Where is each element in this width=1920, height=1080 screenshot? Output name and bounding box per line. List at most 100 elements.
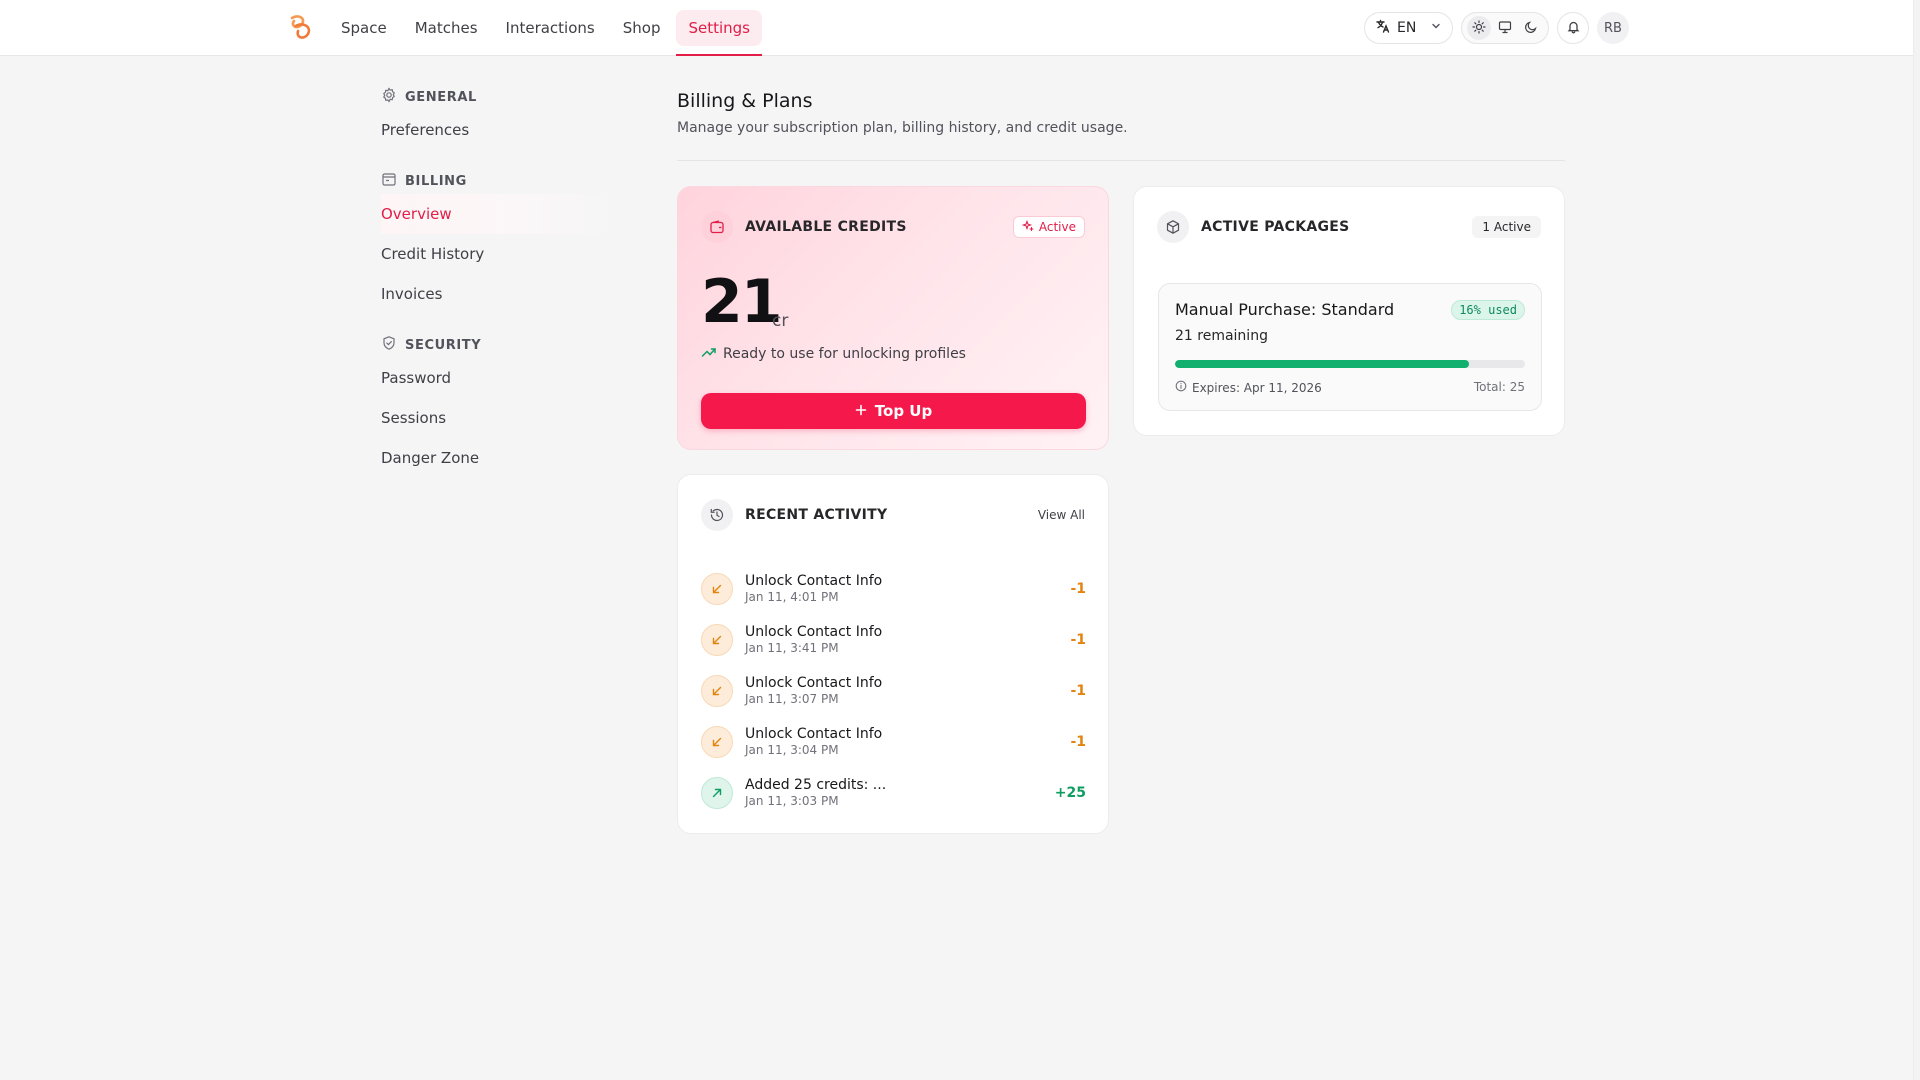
moon-icon: [1524, 19, 1538, 38]
plus-icon: [855, 402, 867, 420]
package-expiry-text: Expires: Apr 11, 2026: [1192, 380, 1322, 395]
activity-row[interactable]: Added 25 credits: ... Jan 11, 3:03 PM +2…: [701, 767, 1086, 818]
system-mode-button[interactable]: [1493, 16, 1517, 40]
app-logo-icon[interactable]: [284, 12, 316, 44]
activity-text: Added 25 credits: ... Jan 11, 3:03 PM: [745, 776, 886, 809]
activity-time: Jan 11, 3:04 PM: [745, 743, 839, 757]
credits-title: AVAILABLE CREDITS: [745, 219, 907, 235]
activity-amount: -1: [1070, 733, 1086, 750]
notifications-button[interactable]: [1557, 12, 1589, 44]
activity-amount: -1: [1070, 631, 1086, 648]
sidebar-group-security: SECURITY: [381, 332, 621, 358]
package-icon: [1157, 211, 1189, 243]
nav-active-indicator: [676, 54, 762, 56]
theme-switcher: [1461, 12, 1549, 44]
package-progress-fill: [1175, 360, 1469, 368]
sidebar-item-credit-history[interactable]: Credit History: [381, 245, 485, 263]
top-up-button[interactable]: Top Up: [701, 393, 1086, 429]
trending-up-icon: [701, 345, 717, 363]
activity-title-text: Added 25 credits: ...: [745, 777, 887, 793]
activity-row[interactable]: Unlock Contact Info Jan 11, 4:01 PM -1: [701, 563, 1086, 614]
chevron-down-icon: [1430, 20, 1442, 36]
package-total: Total: 25: [1473, 380, 1525, 394]
dark-mode-button[interactable]: [1519, 16, 1543, 40]
sidebar-group-label: BILLING: [405, 173, 467, 189]
package-remaining: 21 remaining: [1175, 328, 1268, 344]
activity-row[interactable]: Unlock Contact Info Jan 11, 3:07 PM -1: [701, 665, 1086, 716]
billing-main: Billing & Plans Manage your subscription…: [677, 90, 1565, 834]
language-select[interactable]: EN: [1364, 12, 1453, 44]
page-title: Billing & Plans: [677, 90, 813, 112]
nav-settings[interactable]: Settings: [676, 10, 762, 56]
sidebar-group-general: GENERAL: [381, 84, 621, 110]
package-progress-bar: [1175, 360, 1525, 368]
nav-interactions[interactable]: Interactions: [505, 19, 595, 37]
activity-row[interactable]: Unlock Contact Info Jan 11, 3:04 PM -1: [701, 716, 1086, 767]
nav-space[interactable]: Space: [341, 19, 387, 37]
sidebar-item-password[interactable]: Password: [381, 369, 452, 387]
page-scrollbar[interactable]: [1913, 0, 1920, 1080]
credits-unit: cr: [772, 311, 789, 331]
package-name: Manual Purchase: Standard: [1175, 300, 1395, 319]
arrow-down-left-icon: [701, 623, 733, 656]
gear-icon: [381, 87, 397, 107]
packages-title: ACTIVE PACKAGES: [1201, 219, 1350, 235]
activity-row[interactable]: Unlock Contact Info Jan 11, 3:41 PM -1: [701, 614, 1086, 665]
monitor-icon: [1498, 19, 1512, 38]
activity-title-text: Unlock Contact Info: [745, 573, 883, 589]
nav-settings-label: Settings: [688, 19, 750, 37]
sidebar-item-preferences[interactable]: Preferences: [381, 121, 470, 139]
light-mode-button[interactable]: [1467, 16, 1491, 40]
activity-time: Jan 11, 3:07 PM: [745, 692, 839, 706]
active-packages-card: ACTIVE PACKAGES 1 Active Manual Purchase…: [1133, 186, 1565, 436]
main-nav: Space Matches Interactions Shop Settings: [329, 0, 766, 56]
sidebar-item-invoices[interactable]: Invoices: [381, 285, 443, 303]
activity-text: Unlock Contact Info Jan 11, 3:07 PM: [745, 674, 882, 707]
view-all-link[interactable]: View All: [1037, 508, 1085, 522]
arrow-down-left-icon: [701, 725, 733, 758]
sidebar-item-danger-zone[interactable]: Danger Zone: [381, 449, 480, 467]
info-icon: [1175, 380, 1187, 395]
packages-card-header: ACTIVE PACKAGES 1 Active: [1157, 211, 1541, 243]
sidebar-group-label: SECURITY: [405, 337, 482, 353]
nav-matches[interactable]: Matches: [414, 19, 478, 37]
wallet-icon: [381, 171, 397, 191]
activity-text: Unlock Contact Info Jan 11, 3:04 PM: [745, 725, 882, 758]
sidebar-item-overview[interactable]: Overview: [381, 194, 621, 234]
recent-activity-card: RECENT ACTIVITY View All Unlock Contact …: [677, 474, 1109, 834]
activity-title: RECENT ACTIVITY: [745, 507, 888, 523]
credits-note: Ready to use for unlocking profiles: [701, 345, 966, 363]
nav-shop[interactable]: Shop: [622, 19, 661, 37]
activity-amount: -1: [1070, 580, 1086, 597]
arrow-down-left-icon: [701, 674, 733, 707]
sidebar-group-label: GENERAL: [405, 89, 477, 105]
package-item: Manual Purchase: Standard 16% used 21 re…: [1158, 283, 1542, 411]
activity-card-header: RECENT ACTIVITY View All: [701, 499, 1085, 531]
credits-note-text: Ready to use for unlocking profiles: [723, 346, 966, 362]
activity-amount: -1: [1070, 682, 1086, 699]
activity-list: Unlock Contact Info Jan 11, 4:01 PM -1 U…: [701, 563, 1086, 818]
sparkles-icon: [1021, 219, 1034, 235]
activity-title-text: Unlock Contact Info: [745, 675, 883, 691]
bell-icon: [1566, 19, 1581, 38]
history-icon: [701, 499, 733, 531]
arrow-down-left-icon: [701, 572, 733, 605]
sun-icon: [1472, 19, 1486, 38]
status-badge: Active: [1012, 216, 1085, 238]
top-up-label: Top Up: [874, 402, 933, 420]
activity-time: Jan 11, 3:41 PM: [745, 641, 839, 655]
activity-title-text: Unlock Contact Info: [745, 624, 883, 640]
status-label: Active: [1038, 220, 1076, 234]
language-label: EN: [1397, 20, 1417, 36]
package-usage-badge: 16% used: [1451, 300, 1525, 320]
packages-count-badge: 1 Active: [1472, 216, 1541, 238]
settings-sidebar: GENERAL Preferences BILLING Overview Cre…: [381, 84, 621, 478]
user-avatar[interactable]: RB: [1597, 12, 1629, 44]
header-divider: [677, 160, 1565, 161]
activity-time: Jan 11, 3:03 PM: [745, 794, 839, 808]
shield-icon: [381, 335, 397, 355]
translate-icon: [1375, 18, 1391, 38]
sidebar-item-sessions[interactable]: Sessions: [381, 409, 447, 427]
arrow-up-right-icon: [701, 776, 733, 809]
credits-amount: 21: [701, 267, 782, 337]
